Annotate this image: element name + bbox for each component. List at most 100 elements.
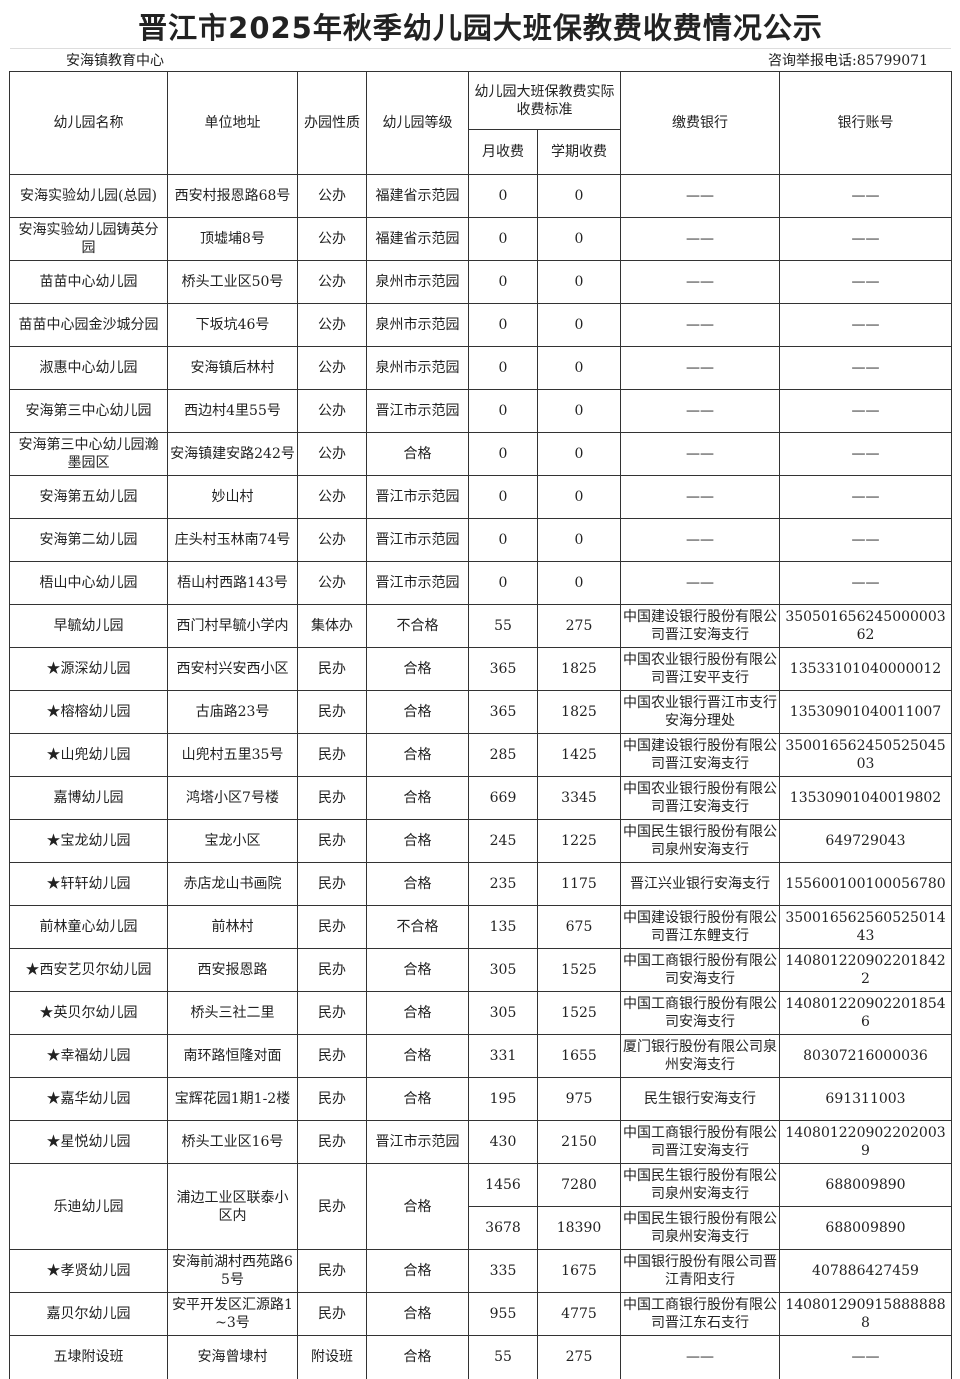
cell-name: 五埭附设班 xyxy=(9,1335,168,1379)
cell-monthly: 0 xyxy=(468,432,538,476)
cell-name: 安海实验幼儿园(总园) xyxy=(9,174,168,218)
cell-grade: 合格 xyxy=(366,1249,469,1293)
cell-address: 桥头三社二里 xyxy=(167,991,298,1035)
cell-bank: 中国农业银行股份有限公司晋江安海支行 xyxy=(620,776,780,820)
cell-bank: 中国建设银行股份有限公司晋江安海支行 xyxy=(620,733,780,777)
cell-monthly: 331 xyxy=(468,1034,538,1078)
cell-monthly: 430 xyxy=(468,1120,538,1164)
cell-bank: —— xyxy=(620,518,780,562)
cell-type: 民办 xyxy=(297,733,367,777)
cell-address: 鸿塔小区7号楼 xyxy=(167,776,298,820)
cell-type: 公办 xyxy=(297,174,367,218)
cell-grade: 合格 xyxy=(366,1077,469,1121)
cell-type: 民办 xyxy=(297,776,367,820)
cell-type: 集体办 xyxy=(297,604,367,648)
cell-grade: 合格 xyxy=(366,432,469,476)
cell-grade: 晋江市示范园 xyxy=(366,389,469,433)
cell-bank: —— xyxy=(620,303,780,347)
cell-type: 民办 xyxy=(297,1163,367,1250)
cell-type: 公办 xyxy=(297,432,367,476)
table-row: 梧山中心幼儿园 梧山村西路143号 公办 晋江市示范园 0 0 —— —— xyxy=(9,561,952,605)
cell-name: 安海第五幼儿园 xyxy=(9,475,168,519)
cell-account: 13533101040000012 xyxy=(779,647,952,691)
header-monthly: 月收费 xyxy=(468,129,538,175)
cell-address: 顶墟埔8号 xyxy=(167,217,298,261)
cell-account: —— xyxy=(779,518,952,562)
cell-bank: 晋江兴业银行安海支行 xyxy=(620,862,780,906)
cell-address: 西安村兴安西小区 xyxy=(167,647,298,691)
cell-type: 附设班 xyxy=(297,1335,367,1379)
cell-grade: 不合格 xyxy=(366,604,469,648)
cell-address: 前林村 xyxy=(167,905,298,949)
cell-bank: 中国民生银行股份有限公司泉州安海支行 xyxy=(620,819,780,863)
cell-monthly: 0 xyxy=(468,174,538,218)
cell-grade: 合格 xyxy=(366,690,469,734)
cell-type: 民办 xyxy=(297,1034,367,1078)
cell-grade: 泉州市示范园 xyxy=(366,303,469,347)
cell-type: 公办 xyxy=(297,518,367,562)
cell-address: 梧山村西路143号 xyxy=(167,561,298,605)
table-row: 嘉贝尔幼儿园 安平开发区汇源路1~3号 民办 合格 955 4775 中国工商银行股份有限公… xyxy=(9,1292,952,1336)
table-row: 五埭附设班 安海曾埭村 附设班 合格 55 275 —— —— xyxy=(9,1335,952,1379)
cell-bank: 中国建设银行股份有限公司晋江东鲤支行 xyxy=(620,905,780,949)
cell-account: 35050165624500000362 xyxy=(779,604,952,648)
header-grade: 幼儿园等级 xyxy=(366,71,469,175)
cell-address: 宝龙小区 xyxy=(167,819,298,863)
cell-address: 安平开发区汇源路1~3号 xyxy=(167,1292,298,1336)
cell-name: ★嘉华幼儿园 xyxy=(9,1077,168,1121)
cell-account: 649729043 xyxy=(779,819,952,863)
cell-bank: —— xyxy=(620,346,780,390)
cell-bank: —— xyxy=(620,174,780,218)
cell-grade: 泉州市示范园 xyxy=(366,346,469,390)
table-row: 安海第三中心幼儿园瀚墨园区 安海镇建安路242号 公办 合格 0 0 —— —— xyxy=(9,432,952,476)
cell-term: 1525 xyxy=(537,948,621,992)
cell-grade: 福建省示范园 xyxy=(366,217,469,261)
cell-grade: 合格 xyxy=(366,819,469,863)
header-bank: 缴费银行 xyxy=(620,71,780,175)
cell-account: —— xyxy=(779,346,952,390)
cell-monthly: 235 xyxy=(468,862,538,906)
cell-monthly: 245 xyxy=(468,819,538,863)
table-row: 3678 18390 中国民生银行股份有限公司泉州安海支行 688009890 xyxy=(10,1206,952,1250)
cell-address: 西边村4里55号 xyxy=(167,389,298,433)
cell-account: —— xyxy=(779,1335,952,1379)
cell-grade: 合格 xyxy=(366,948,469,992)
table-row: ★轩轩幼儿园 赤店龙山书画院 民办 合格 235 1175 晋江兴业银行安海支行 155600… xyxy=(9,862,952,906)
cell-type: 民办 xyxy=(297,647,367,691)
cell-address: 妙山村 xyxy=(167,475,298,519)
cell-bank: 中国农业银行股份有限公司晋江安平支行 xyxy=(620,647,780,691)
cell-bank: —— xyxy=(620,217,780,261)
table-row: 早毓幼儿园 西门村早毓小学内 集体办 不合格 55 275 中国建设银行股份有限公司晋江安海… xyxy=(9,604,952,648)
cell-type: 民办 xyxy=(297,819,367,863)
cell-grade: 晋江市示范园 xyxy=(366,518,469,562)
cell-name: ★孝贤幼儿园 xyxy=(9,1249,168,1293)
cell-term: 0 xyxy=(537,561,621,605)
cell-monthly: 305 xyxy=(468,991,538,1035)
cell-address: 庄头村玉林南74号 xyxy=(167,518,298,562)
cell-bank: 中国工商银行股份有限公司晋江安海支行 xyxy=(620,1120,780,1164)
cell-name: ★宝龙幼儿园 xyxy=(9,819,168,863)
cell-term: 0 xyxy=(537,260,621,304)
cell-bank: 民生银行安海支行 xyxy=(620,1077,780,1121)
cell-address: 西安村报恩路68号 xyxy=(167,174,298,218)
cell-name: 梧山中心幼儿园 xyxy=(9,561,168,605)
table-row: ★榕榕幼儿园 古庙路23号 民办 合格 365 1825 中国农业银行晋江市支行安海分理处 1… xyxy=(9,690,952,734)
cell-grade: 合格 xyxy=(366,1335,469,1379)
header-name: 幼儿园名称 xyxy=(9,71,168,175)
table-row: 前林童心幼儿园 前林村 民办 不合格 135 675 中国建设银行股份有限公司晋江东鲤支行 3… xyxy=(9,905,952,949)
cell-term: 0 xyxy=(537,303,621,347)
cell-account: —— xyxy=(779,561,952,605)
cell-monthly: 365 xyxy=(468,647,538,691)
cell-address: 宝辉花园1期1-2楼 xyxy=(167,1077,298,1121)
cell-monthly: 285 xyxy=(468,733,538,777)
cell-term: 7280 xyxy=(537,1163,621,1207)
table-row: ★幸福幼儿园 南环路恒隆对面 民办 合格 331 1655 厦门银行股份有限公司泉州安海支行… xyxy=(9,1034,952,1078)
cell-address: 下坂坑46号 xyxy=(167,303,298,347)
cell-bank: —— xyxy=(620,432,780,476)
cell-term: 1225 xyxy=(537,819,621,863)
cell-monthly: 3678 xyxy=(468,1206,538,1250)
cell-account: 155600100100056780 xyxy=(779,862,952,906)
cell-monthly: 0 xyxy=(468,389,538,433)
cell-name: 安海第三中心幼儿园 xyxy=(9,389,168,433)
cell-account: 688009890 xyxy=(779,1163,952,1207)
